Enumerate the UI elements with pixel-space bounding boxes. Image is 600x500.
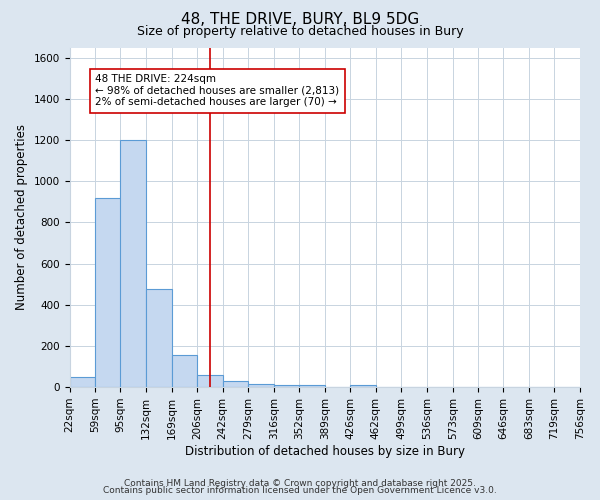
Bar [350, 385, 376, 387]
Text: Contains HM Land Registry data © Crown copyright and database right 2025.: Contains HM Land Registry data © Crown c… [124, 478, 476, 488]
Y-axis label: Number of detached properties: Number of detached properties [15, 124, 28, 310]
Bar [172, 355, 197, 387]
Text: Contains public sector information licensed under the Open Government Licence v3: Contains public sector information licen… [103, 486, 497, 495]
Bar [274, 385, 300, 387]
Text: Size of property relative to detached houses in Bury: Size of property relative to detached ho… [137, 25, 463, 38]
Bar [197, 374, 223, 387]
Bar [95, 198, 121, 387]
Bar [248, 384, 274, 387]
Bar [70, 377, 95, 387]
X-axis label: Distribution of detached houses by size in Bury: Distribution of detached houses by size … [185, 444, 465, 458]
Bar [299, 385, 325, 387]
Bar [146, 290, 172, 387]
Bar [120, 140, 146, 387]
Bar [223, 381, 248, 387]
Text: 48, THE DRIVE, BURY, BL9 5DG: 48, THE DRIVE, BURY, BL9 5DG [181, 12, 419, 28]
Text: 48 THE DRIVE: 224sqm
← 98% of detached houses are smaller (2,813)
2% of semi-det: 48 THE DRIVE: 224sqm ← 98% of detached h… [95, 74, 340, 108]
